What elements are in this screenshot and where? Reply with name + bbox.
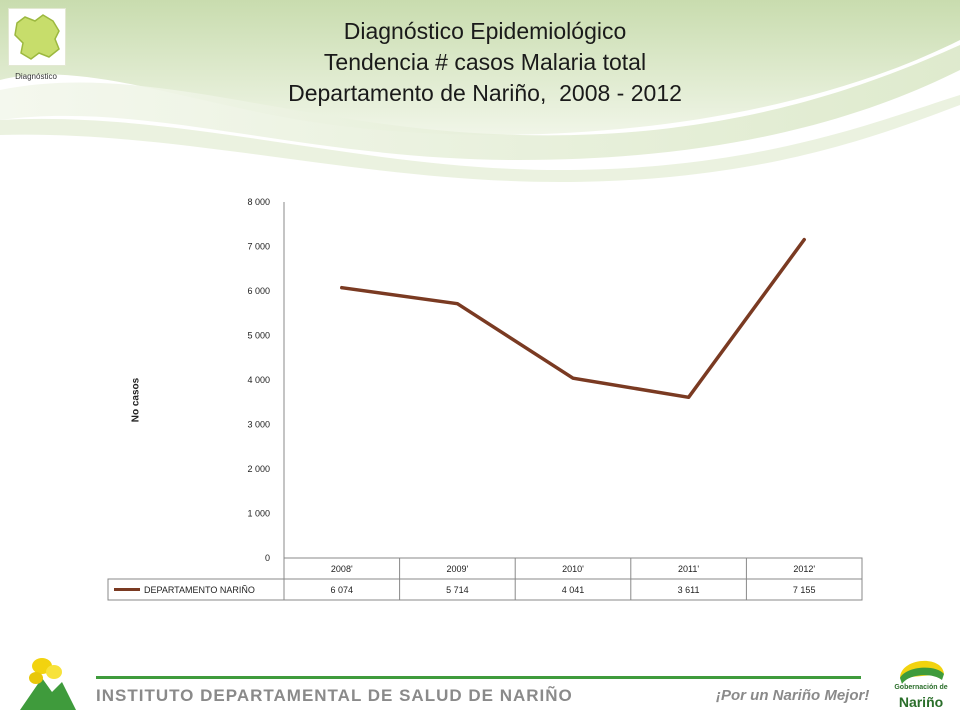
data-value-label: 6 074 <box>331 585 354 595</box>
y-tick-label: 6 000 <box>247 286 270 296</box>
logo-label: Diagnóstico <box>15 72 57 81</box>
x-category-label: 2008' <box>331 564 353 574</box>
y-tick-label: 5 000 <box>247 331 270 341</box>
gobernacion-logo <box>900 660 944 684</box>
x-category-label: 2009' <box>447 564 469 574</box>
legend-series-name: DEPARTAMENTO NARIÑO <box>144 585 255 595</box>
y-tick-label: 7 000 <box>247 242 270 252</box>
gobernacion-line-1: Gobernación de <box>894 684 948 691</box>
x-category-label: 2012' <box>793 564 815 574</box>
series-line <box>340 237 806 400</box>
data-point <box>802 238 806 242</box>
x-category-label: 2010' <box>562 564 584 574</box>
data-value-label: 3 611 <box>678 585 700 595</box>
title-line-1: Diagnóstico Epidemiológico <box>343 18 627 44</box>
slide-title: Diagnóstico Epidemiológico Tendencia # c… <box>140 16 830 109</box>
y-tick-label: 1 000 <box>247 509 270 519</box>
y-tick-label: 2 000 <box>247 464 270 474</box>
data-point <box>340 286 344 290</box>
data-value-label: 4 041 <box>562 585 585 595</box>
y-tick-label: 3 000 <box>247 420 270 430</box>
x-category-label: 2011' <box>678 564 699 574</box>
map-icon <box>14 14 60 60</box>
data-value-label: 5 714 <box>446 585 469 595</box>
data-point <box>571 376 575 380</box>
y-tick-label: 0 <box>265 553 270 563</box>
gobernacion-line-2: Nariño <box>898 694 944 710</box>
footer-divider <box>96 676 861 679</box>
map-logo <box>8 8 66 66</box>
data-point <box>455 302 459 306</box>
footer-institute-name: INSTITUTO DEPARTAMENTAL DE SALUD DE NARI… <box>96 686 573 705</box>
table-value-row <box>107 578 863 601</box>
title-line-3: Departamento de Nariño, 2008 - 2012 <box>288 80 682 106</box>
title-line-2: Tendencia # casos Malaria total <box>323 49 647 75</box>
data-point <box>687 395 691 399</box>
data-value-label: 7 155 <box>793 585 816 595</box>
institute-flower-logo <box>20 658 76 710</box>
footer-slogan: ¡Por un Nariño Mejor! <box>716 687 870 704</box>
y-tick-label: 4 000 <box>247 375 270 385</box>
y-tick-label: 8 000 <box>247 197 270 207</box>
